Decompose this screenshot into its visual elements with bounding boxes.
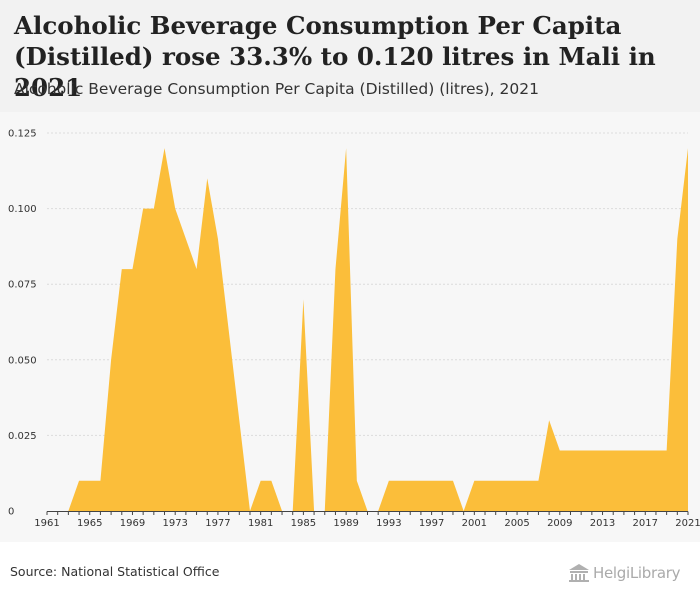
data-point (420, 480, 422, 482)
data-point (206, 177, 208, 179)
x-tick-label: 1985 (291, 518, 316, 529)
source-note: Source: National Statistical Office (10, 564, 220, 579)
data-point (548, 419, 550, 421)
brand-name: HelgiLibrary (593, 564, 681, 582)
data-point (623, 449, 625, 451)
data-point (665, 449, 667, 451)
x-tick-label: 1989 (333, 518, 358, 529)
x-tick-label: 1965 (77, 518, 102, 529)
data-point (409, 480, 411, 482)
data-point (89, 480, 91, 482)
chart-plot-area: 0 0.025 0.050 0.075 0.100 0.125 1961 1965 1969 19… (0, 112, 700, 542)
data-point (238, 419, 240, 421)
data-point (398, 480, 400, 482)
data-point (99, 480, 101, 482)
data-point (687, 147, 689, 149)
data-point (441, 480, 443, 482)
data-point (217, 238, 219, 240)
data-point (302, 298, 304, 300)
data-point (185, 238, 187, 240)
data-point (527, 480, 529, 482)
data-point (334, 268, 336, 270)
chart-title: Alcoholic Beverage Consumption Per Capit… (14, 11, 656, 102)
data-point (121, 268, 123, 270)
y-tick-label: 0.025 (8, 431, 37, 442)
data-point (644, 449, 646, 451)
data-point (142, 207, 144, 209)
chart-header: Alcoholic Beverage Consumption Per Capit… (0, 0, 700, 112)
x-tick-label: 2021 (675, 518, 700, 529)
data-point (388, 480, 390, 482)
data-point (505, 480, 507, 482)
data-point (345, 147, 347, 149)
y-tick-label: 0.100 (8, 204, 37, 215)
x-tick-label: 1973 (162, 518, 187, 529)
data-point (452, 480, 454, 482)
x-tick-label: 1969 (120, 518, 145, 529)
data-point (473, 480, 475, 482)
data-point (580, 449, 582, 451)
data-point (516, 480, 518, 482)
y-tick-label: 0.075 (8, 280, 37, 291)
library-building-icon (569, 564, 589, 582)
data-point (612, 449, 614, 451)
data-point (484, 480, 486, 482)
x-tick-label: 1993 (376, 518, 401, 529)
x-tick-label: 1961 (34, 518, 59, 529)
x-tick-label: 2001 (462, 518, 487, 529)
data-point (163, 147, 165, 149)
data-point (633, 449, 635, 451)
y-tick-label: 0.125 (8, 129, 37, 140)
data-point (153, 207, 155, 209)
data-point (655, 449, 657, 451)
data-point (559, 449, 561, 451)
data-point (591, 449, 593, 451)
data-point (356, 480, 358, 482)
x-tick-label: 2013 (590, 518, 615, 529)
x-tick-label: 2005 (504, 518, 529, 529)
data-point (227, 328, 229, 330)
y-tick-label: 0 (8, 507, 14, 518)
data-point (430, 480, 432, 482)
x-tick-label: 2017 (633, 518, 658, 529)
data-point (195, 268, 197, 270)
area-chart: 0 0.025 0.050 0.075 0.100 0.125 1961 1965 1969 19… (8, 129, 700, 530)
data-point (537, 480, 539, 482)
x-tick-label: 1997 (419, 518, 444, 529)
data-point (676, 238, 678, 240)
data-point (601, 449, 603, 451)
data-point (78, 480, 80, 482)
brand-logo: HelgiLibrary (568, 561, 694, 585)
x-tick-label: 1977 (205, 518, 230, 529)
data-point (259, 480, 261, 482)
data-point (569, 449, 571, 451)
area-series (47, 148, 688, 511)
chart-subtitle: Alcoholic Beverage Consumption Per Capit… (14, 80, 539, 98)
data-point (495, 480, 497, 482)
data-point (131, 268, 133, 270)
y-tick-label: 0.050 (8, 355, 37, 366)
data-point (270, 480, 272, 482)
data-point (110, 359, 112, 361)
data-point (174, 207, 176, 209)
x-tick-label: 1981 (248, 518, 273, 529)
x-tick-label: 2009 (547, 518, 572, 529)
